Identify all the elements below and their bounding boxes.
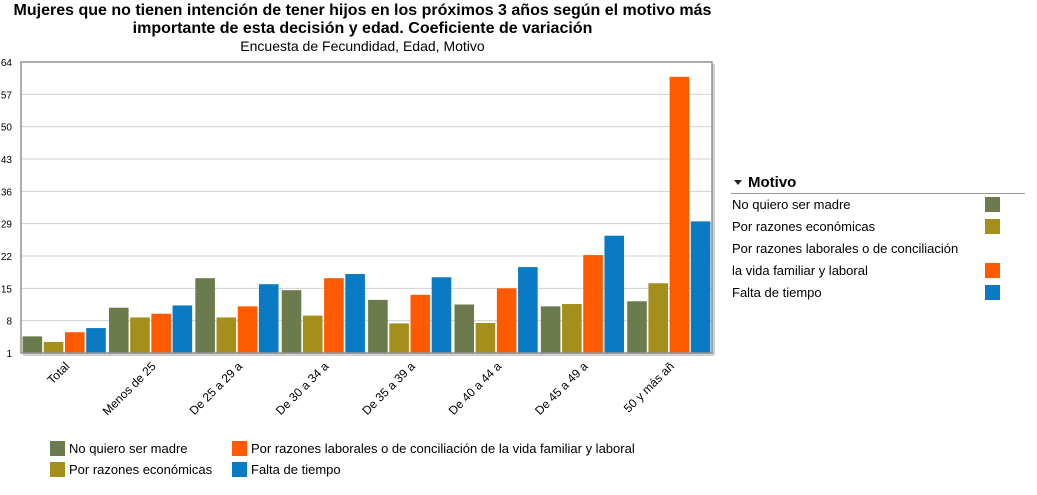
y-tick-label: 15 [1, 284, 13, 295]
y-tick-label: 22 [1, 252, 13, 263]
legend-swatch [232, 462, 247, 477]
bar[interactable] [627, 301, 647, 353]
x-tick-label: De 25 a 29 a [187, 359, 246, 418]
x-tick-label: De 35 a 39 a [359, 359, 418, 418]
bottom-legend-label: No quiero ser madre [69, 441, 188, 456]
side-legend-label: Por razones laborales o de conciliación [732, 241, 959, 256]
bar-chart: 1 8 15 22 29 36 43 50 57 64 Total Menos de 25 De 25 … [1, 58, 715, 418]
bar[interactable] [583, 255, 603, 353]
side-legend-header[interactable]: Motivo [731, 171, 1025, 194]
side-legend-label: No quiero ser madre [732, 197, 851, 212]
bar[interactable] [86, 328, 106, 353]
bar[interactable] [195, 278, 215, 353]
bar[interactable] [540, 306, 561, 353]
legend-swatch [985, 285, 1000, 300]
bar[interactable] [302, 315, 323, 353]
bottom-legend-item[interactable]: Falta de tiempo [232, 462, 341, 477]
bar[interactable] [368, 299, 388, 353]
x-tick-label: Menos de 25 [100, 359, 159, 418]
y-tick-label: 57 [1, 90, 13, 101]
chart-subtitle: Encuesta de Fecundidad, Edad, Motivo [240, 38, 485, 54]
x-tick-label: De 30 a 34 a [273, 359, 332, 418]
bottom-legend-item[interactable]: No quiero ser madre [50, 441, 188, 456]
bottom-legend-label: Por razones laborales o de conciliación … [251, 441, 635, 456]
bar[interactable] [130, 317, 150, 353]
bar[interactable] [22, 336, 43, 353]
chart-title-line-1: Mujeres que no tienen intención de tener… [13, 2, 712, 19]
y-tick-label: 1 [6, 349, 12, 360]
bar[interactable] [669, 76, 690, 354]
bar[interactable] [324, 278, 344, 353]
y-tick-label: 8 [6, 317, 12, 328]
legend-swatch [232, 441, 247, 456]
chart-title: Mujeres que no tienen intención de tener… [0, 2, 725, 38]
y-tick-label: 29 [1, 220, 13, 231]
x-tick-label: Total [44, 359, 72, 387]
bar[interactable] [108, 307, 129, 353]
legend-swatch [50, 462, 65, 477]
legend-swatch [50, 441, 65, 456]
legend-swatch [985, 197, 1000, 212]
side-legend-label: Falta de tiempo [732, 285, 822, 300]
y-tick-label: 43 [1, 155, 13, 166]
bar[interactable] [431, 277, 452, 353]
bar[interactable] [496, 288, 517, 353]
side-legend-item[interactable]: la vida familiar y laboral [731, 260, 1025, 282]
bar[interactable] [562, 304, 582, 353]
y-tick-label: 36 [1, 187, 13, 198]
bar[interactable] [345, 274, 365, 353]
bottom-legend-item[interactable]: Por razones económicas [50, 462, 212, 477]
chart-title-line-2: importante de esta decisión y edad. Coef… [132, 20, 593, 37]
bar[interactable] [172, 305, 193, 353]
side-legend-label: Por razones económicas [732, 219, 876, 234]
bar[interactable] [518, 267, 538, 353]
side-legend-item[interactable]: No quiero ser madre [731, 194, 1025, 216]
bottom-legend-item[interactable]: Por razones laborales o de conciliación … [232, 441, 635, 456]
y-tick-label: 50 [1, 123, 13, 134]
plot-border [20, 61, 713, 354]
bar[interactable] [604, 235, 625, 353]
bar[interactable] [475, 322, 496, 353]
side-legend-item[interactable]: Por razones laborales o de conciliación [731, 238, 1025, 260]
x-tick-label: De 40 a 44 a [446, 359, 505, 418]
x-tick-label: 50 y más añ [621, 359, 677, 415]
legend-swatch [985, 263, 1000, 278]
side-legend-item[interactable]: Por razones económicas [731, 216, 1025, 238]
bar[interactable] [389, 323, 409, 353]
y-tick-label: 64 [1, 58, 13, 69]
legend-swatch [985, 219, 1000, 234]
side-legend-item[interactable]: Falta de tiempo [731, 282, 1025, 304]
bar[interactable] [237, 306, 258, 353]
bar[interactable] [410, 294, 431, 353]
bottom-legend-label: Falta de tiempo [251, 462, 341, 477]
bar[interactable] [690, 221, 711, 353]
x-tick-label: De 45 a 49 a [532, 359, 591, 418]
bar[interactable] [454, 304, 475, 354]
bar[interactable] [151, 313, 171, 353]
bar[interactable] [258, 284, 279, 353]
side-legend: Motivo No quiero ser madre Por razones ec… [731, 171, 1025, 304]
bar[interactable] [648, 283, 669, 353]
bottom-legend-label: Por razones económicas [69, 462, 213, 477]
collapse-triangle-icon[interactable] [734, 179, 742, 185]
bar[interactable] [216, 317, 237, 353]
bar[interactable] [43, 341, 64, 353]
side-legend-heading: Motivo [748, 173, 797, 191]
bar[interactable] [281, 290, 302, 353]
side-legend-label: la vida familiar y laboral [732, 263, 868, 278]
bar[interactable] [64, 332, 85, 353]
